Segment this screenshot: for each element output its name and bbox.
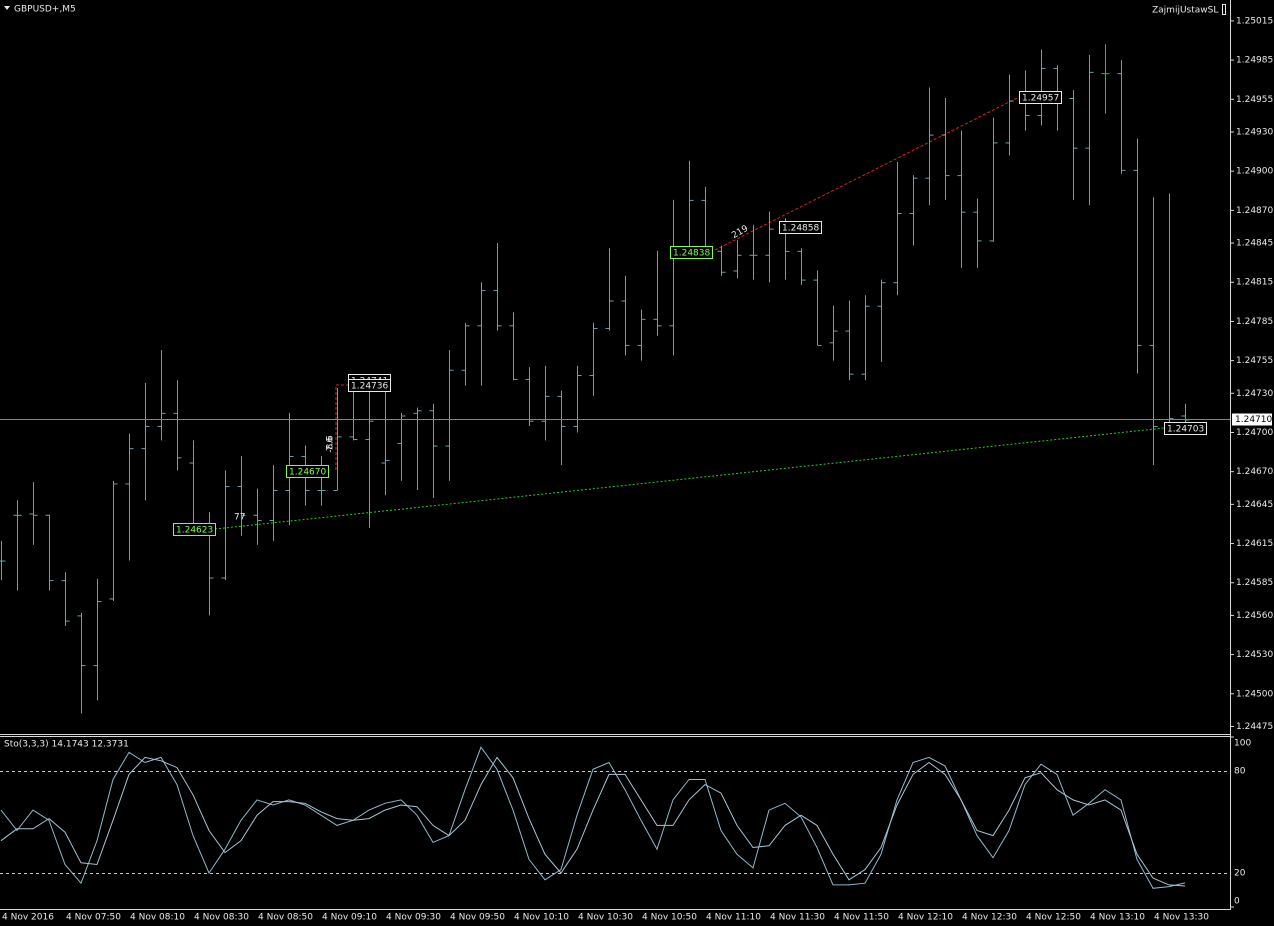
annotation: -8.6 bbox=[326, 435, 336, 453]
trend-line bbox=[335, 384, 348, 470]
x-tick-label: 4 Nov 2016 bbox=[2, 913, 54, 923]
price-label: 1.24736 bbox=[351, 382, 388, 392]
price-label-box bbox=[173, 523, 216, 536]
x-tick-label: 4 Nov 11:50 bbox=[834, 913, 889, 923]
expert-icon bbox=[1222, 4, 1226, 15]
menu-triangle[interactable] bbox=[4, 6, 10, 10]
price-label-box bbox=[779, 221, 822, 234]
y-tick-label: 80 bbox=[1234, 767, 1246, 777]
y-tick-label: 1.24900 bbox=[1236, 167, 1273, 177]
x-tick-label: 4 Nov 09:50 bbox=[450, 913, 505, 923]
y-tick-label: 1.24585 bbox=[1236, 578, 1273, 588]
y-tick-label: 1.24755 bbox=[1236, 356, 1273, 366]
x-tick-label: 4 Nov 13:30 bbox=[1154, 913, 1209, 923]
stochastic-line bbox=[0, 746, 1186, 889]
y-tick-label: 0 bbox=[1234, 897, 1240, 907]
bid-label: 1.24710 bbox=[1235, 415, 1272, 425]
x-tick-label: 4 Nov 12:50 bbox=[1026, 913, 1081, 923]
price-label: 1.24858 bbox=[782, 224, 819, 234]
y-tick-label: 1.24815 bbox=[1236, 278, 1273, 288]
y-tick-label: 1.25015 bbox=[1236, 16, 1273, 26]
stochastic-line bbox=[0, 756, 1186, 887]
y-tick-label: 1.24700 bbox=[1236, 428, 1273, 438]
x-tick-label: 4 Nov 10:50 bbox=[642, 913, 697, 923]
price-label: 1.24957 bbox=[1022, 94, 1059, 104]
y-tick-label: 1.24645 bbox=[1236, 500, 1273, 510]
x-tick-label: 4 Nov 13:10 bbox=[1090, 913, 1145, 923]
x-tick-label: 4 Nov 08:10 bbox=[130, 913, 185, 923]
x-tick-label: 4 Nov 08:50 bbox=[258, 913, 313, 923]
y-tick-label: 1.24670 bbox=[1236, 467, 1273, 477]
annotation: 77 bbox=[234, 513, 245, 523]
chart-title: GBPUSD+,M5 bbox=[14, 5, 76, 15]
y-tick-label: 1.24985 bbox=[1236, 56, 1273, 66]
x-tick-label: 4 Nov 09:30 bbox=[386, 913, 441, 923]
price-label-box bbox=[1019, 91, 1062, 104]
x-tick-label: 4 Nov 12:10 bbox=[898, 913, 953, 923]
x-tick-label: 4 Nov 08:30 bbox=[194, 913, 249, 923]
y-tick-label: 1.24785 bbox=[1236, 317, 1273, 327]
indicator-title: Sto(3,3,3) 14.1743 12.3731 bbox=[4, 740, 129, 750]
price-label: 1.24838 bbox=[673, 249, 710, 259]
y-tick-label: 100 bbox=[1234, 739, 1251, 749]
x-tick-label: 4 Nov 09:10 bbox=[322, 913, 377, 923]
x-tick-label: 4 Nov 12:30 bbox=[962, 913, 1017, 923]
y-tick-label: 1.24560 bbox=[1236, 611, 1273, 621]
price-label: 1.24703 bbox=[1167, 425, 1204, 435]
y-tick-label: 1.24615 bbox=[1236, 539, 1273, 549]
x-tick-label: 4 Nov 10:10 bbox=[514, 913, 569, 923]
x-tick-label: 4 Nov 10:30 bbox=[578, 913, 633, 923]
price-label-box bbox=[286, 465, 329, 478]
expert-name: ZajmijUstawSL bbox=[1152, 6, 1218, 16]
annotation: 7.6 bbox=[326, 437, 336, 452]
price-label-box bbox=[348, 379, 391, 392]
x-tick-label: 4 Nov 11:30 bbox=[770, 913, 825, 923]
x-tick-label: 4 Nov 11:10 bbox=[706, 913, 761, 923]
price-label-box bbox=[670, 246, 713, 259]
y-tick-label: 1.24475 bbox=[1236, 722, 1273, 732]
price-label-box bbox=[1164, 422, 1207, 435]
y-tick-label: 1.24530 bbox=[1236, 650, 1273, 660]
y-tick-label: 1.24870 bbox=[1236, 206, 1273, 216]
x-tick-label: 4 Nov 07:50 bbox=[66, 913, 121, 923]
y-tick-label: 1.24500 bbox=[1236, 689, 1273, 699]
price-label: 1.24623 bbox=[176, 526, 213, 536]
bid-box bbox=[1232, 413, 1272, 426]
y-tick-label: 1.24845 bbox=[1236, 239, 1273, 249]
y-tick-label: 1.24730 bbox=[1236, 389, 1273, 399]
trend-line bbox=[714, 96, 1020, 251]
y-tick-label: 20 bbox=[1234, 869, 1246, 879]
y-tick-label: 1.24930 bbox=[1236, 127, 1273, 137]
y-tick-label: 1.24955 bbox=[1236, 95, 1273, 105]
price-label: 1.24670 bbox=[289, 468, 326, 478]
trend-line bbox=[214, 427, 1165, 530]
